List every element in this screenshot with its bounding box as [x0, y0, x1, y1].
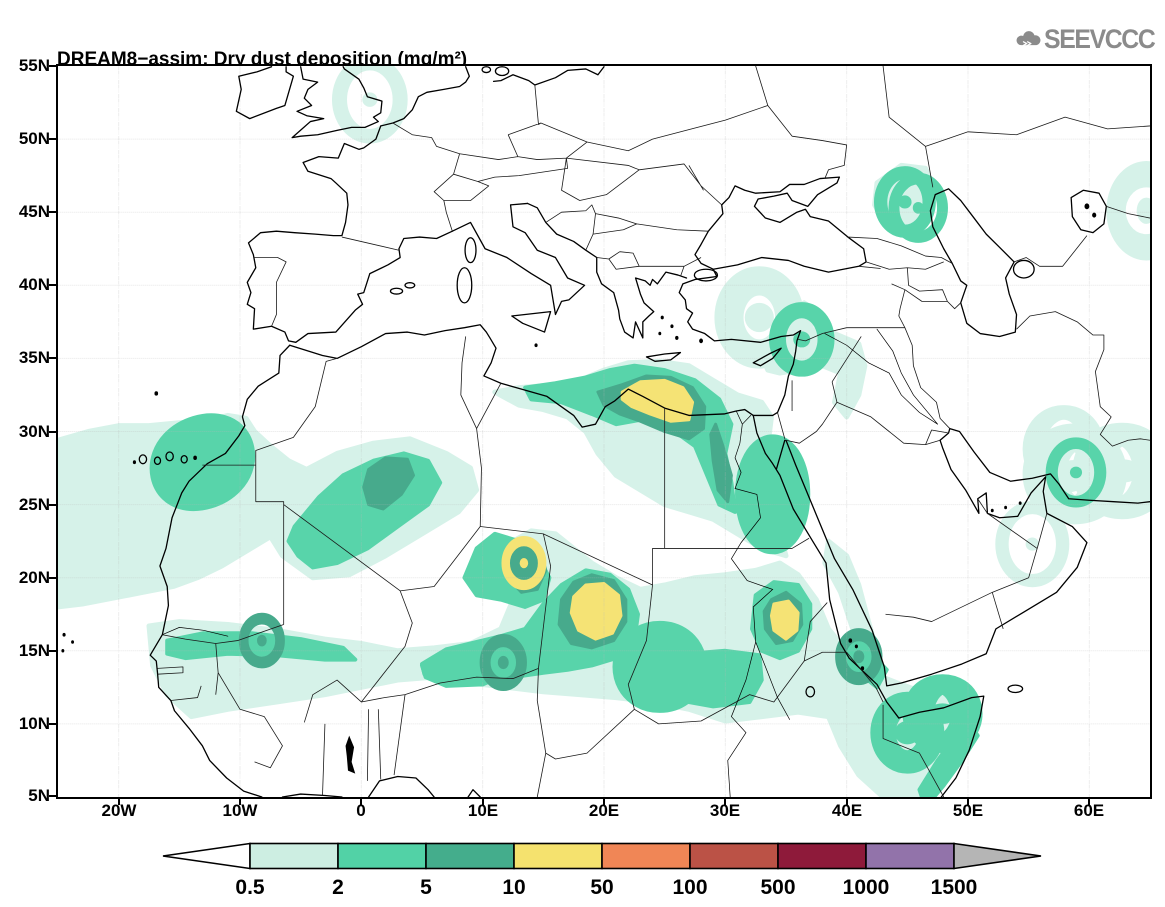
lon-label: 40E	[831, 801, 863, 820]
colorbar-segment	[777, 842, 867, 870]
lat-label: 25N	[18, 495, 50, 514]
map-svg	[58, 66, 1150, 797]
logo-text: SEEVCCC	[1043, 23, 1156, 54]
lon-label: 0	[356, 801, 366, 820]
islet-dots	[61, 203, 1097, 774]
colorbar-arrow-right	[953, 842, 1042, 870]
lat-label: 15N	[18, 641, 50, 660]
lon-label: 10W	[222, 801, 258, 820]
lat-label: 5N	[28, 786, 50, 805]
seevccc-logo: SEEVCCC	[1014, 18, 1164, 60]
rivers	[162, 329, 937, 797]
colorbar-svg	[162, 842, 1042, 870]
colorbar-legend: 0.5 2 5 10 50 100 500 1000 1500	[150, 840, 1060, 907]
lat-label: 40N	[18, 275, 50, 294]
colorbar-segment	[601, 842, 691, 870]
colorbar-label: 1000	[842, 876, 890, 899]
colorbar-label: 2	[332, 876, 344, 899]
lon-label: 60E	[1073, 801, 1105, 820]
lon-label: 50E	[952, 801, 984, 820]
colorbar-label: 10	[502, 876, 526, 899]
colorbar-segment	[865, 842, 955, 870]
lat-label: 20N	[18, 568, 50, 587]
colorbar-segment	[513, 842, 603, 870]
lat-label: 50N	[18, 129, 50, 148]
lat-label: 55N	[18, 56, 50, 75]
cloud-icon	[1016, 31, 1041, 46]
colorbar-label: 1500	[930, 876, 978, 899]
colorbar-segment	[337, 842, 427, 870]
lat-label: 10N	[18, 714, 50, 733]
lat-label: 30N	[18, 422, 50, 441]
colorbar-label: 100	[672, 876, 708, 899]
lat-label: 45N	[18, 202, 50, 221]
colorbar-segment	[689, 842, 779, 870]
lon-label: 30E	[709, 801, 741, 820]
lat-label: 35N	[18, 348, 50, 367]
lon-label: 20E	[588, 801, 620, 820]
colorbar-segment	[425, 842, 515, 870]
country-borders	[157, 66, 1150, 797]
colorbar-label: 0.5	[235, 876, 265, 899]
colorbar-segment	[249, 842, 339, 870]
colorbar-label: 5	[420, 876, 432, 899]
colorbar-arrow-left	[162, 842, 251, 870]
lon-label: 10E	[467, 801, 499, 820]
colorbar-label: 500	[760, 876, 796, 899]
map-canvas	[56, 64, 1152, 799]
dust-layer-10-50	[501, 380, 798, 639]
colorbar-label: 50	[590, 876, 614, 899]
coastlines	[139, 67, 1150, 797]
lon-label: 20W	[101, 801, 137, 820]
